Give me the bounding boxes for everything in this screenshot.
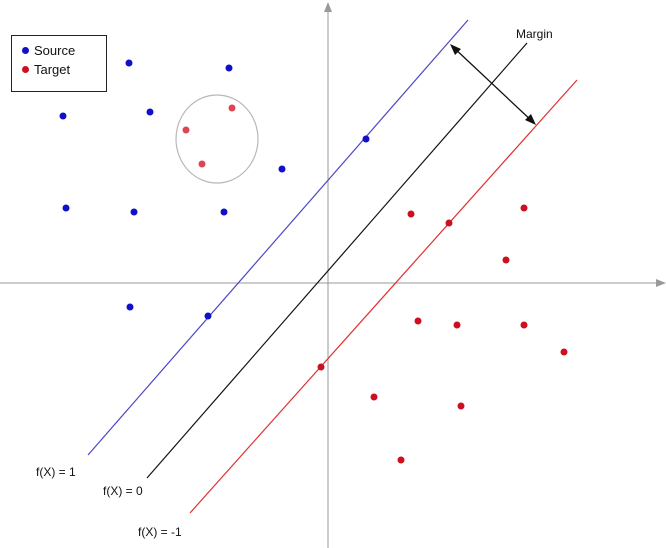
target-point	[502, 256, 510, 264]
source-point	[204, 312, 212, 320]
boundary-line-positive	[87, 19, 469, 456]
y-axis-arrow	[324, 2, 332, 12]
legend-label-target: Target	[34, 62, 71, 77]
target-point	[397, 456, 405, 464]
source-point	[130, 208, 138, 216]
source-point	[125, 59, 133, 67]
target-point	[560, 348, 568, 356]
source-point	[59, 112, 67, 120]
target-point-highlighted	[198, 160, 206, 168]
source-point	[62, 204, 70, 212]
legend-item-source: Source	[22, 43, 75, 58]
margin-arrow-head-bottom	[525, 114, 536, 125]
target-point	[457, 402, 465, 410]
source-point	[146, 108, 154, 116]
source-point	[126, 303, 134, 311]
margin-label: Margin	[516, 27, 553, 41]
target-point	[520, 204, 528, 212]
boundary-line-negative	[189, 79, 578, 514]
label-f-negative: f(X) = -1	[138, 525, 182, 539]
source-point	[278, 165, 286, 173]
target-point	[414, 317, 422, 325]
target-point	[445, 219, 453, 227]
source-point	[225, 64, 233, 72]
target-dot-icon	[22, 66, 29, 73]
margin-arrow-head-top	[450, 44, 461, 55]
target-point	[520, 321, 528, 329]
target-point-highlighted	[228, 104, 236, 112]
legend-label-source: Source	[34, 43, 76, 58]
legend: Source Target	[11, 35, 107, 92]
target-point	[317, 363, 325, 371]
x-axis-arrow	[656, 279, 666, 287]
target-cluster-circle	[175, 94, 259, 184]
source-point	[220, 208, 228, 216]
target-point	[407, 210, 415, 218]
margin-arrow	[451, 45, 535, 124]
target-point-highlighted	[182, 126, 190, 134]
boundary-line-zero	[146, 42, 528, 479]
legend-item-target: Target	[22, 62, 70, 77]
label-f-positive: f(X) = 1	[36, 465, 76, 479]
target-point	[453, 321, 461, 329]
label-f-zero: f(X) = 0	[103, 484, 143, 498]
source-dot-icon	[22, 47, 29, 54]
target-point	[370, 393, 378, 401]
source-point	[362, 135, 370, 143]
